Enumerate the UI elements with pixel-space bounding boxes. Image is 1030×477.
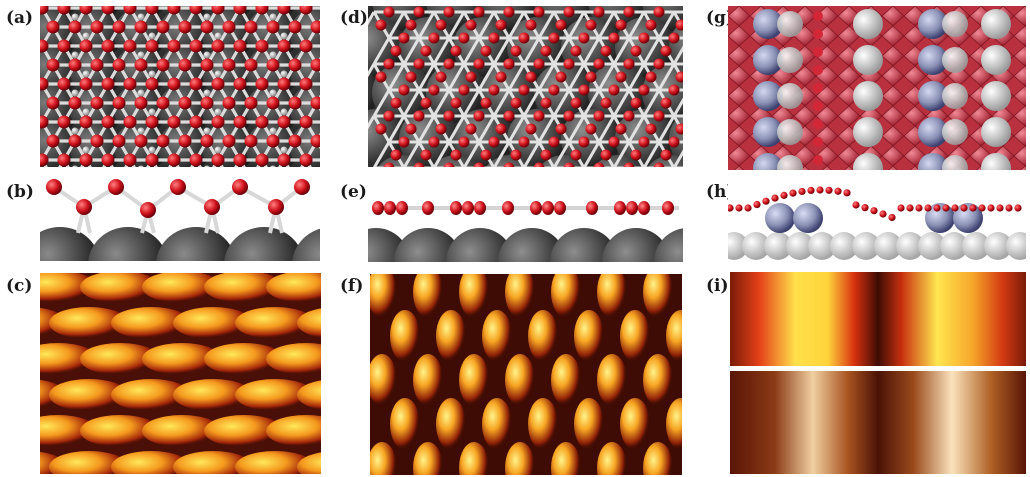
- panel-f-svg: [370, 274, 682, 475]
- panel-a-top-view-model: [40, 6, 320, 167]
- panel-label-i: (i): [706, 276, 729, 296]
- panel-b-side-view-model: [40, 175, 320, 261]
- panel-label-h: (h): [706, 182, 735, 202]
- panel-a-svg: [40, 6, 320, 167]
- panel-h-side-view-model: [728, 178, 1026, 260]
- panel-c-svg: [40, 273, 321, 474]
- panel-label-d: (d): [340, 8, 368, 28]
- panel-label-c: (c): [6, 276, 33, 296]
- panel-label-g: (g): [706, 8, 734, 28]
- panel-g-polyhedral-model: [728, 6, 1026, 170]
- panel-label-e: (e): [340, 182, 367, 202]
- panel-i-svg: [730, 272, 1026, 474]
- panel-c-stm-image: [40, 273, 321, 474]
- panel-h-svg: [728, 186, 1026, 260]
- panel-label-b: (b): [6, 182, 34, 202]
- panel-label-f: (f): [340, 276, 364, 296]
- panel-g-svg: [728, 6, 1026, 170]
- panel-e-svg: [368, 201, 683, 262]
- panel-e-side-view-model: [368, 190, 683, 262]
- panel-d-svg: [368, 6, 683, 167]
- panel-i-stm-image: [730, 272, 1026, 474]
- panel-d-top-view-model: [368, 6, 683, 167]
- panel-f-stm-image: [370, 274, 682, 475]
- panel-label-a: (a): [6, 8, 34, 28]
- panel-b-svg: [40, 179, 320, 261]
